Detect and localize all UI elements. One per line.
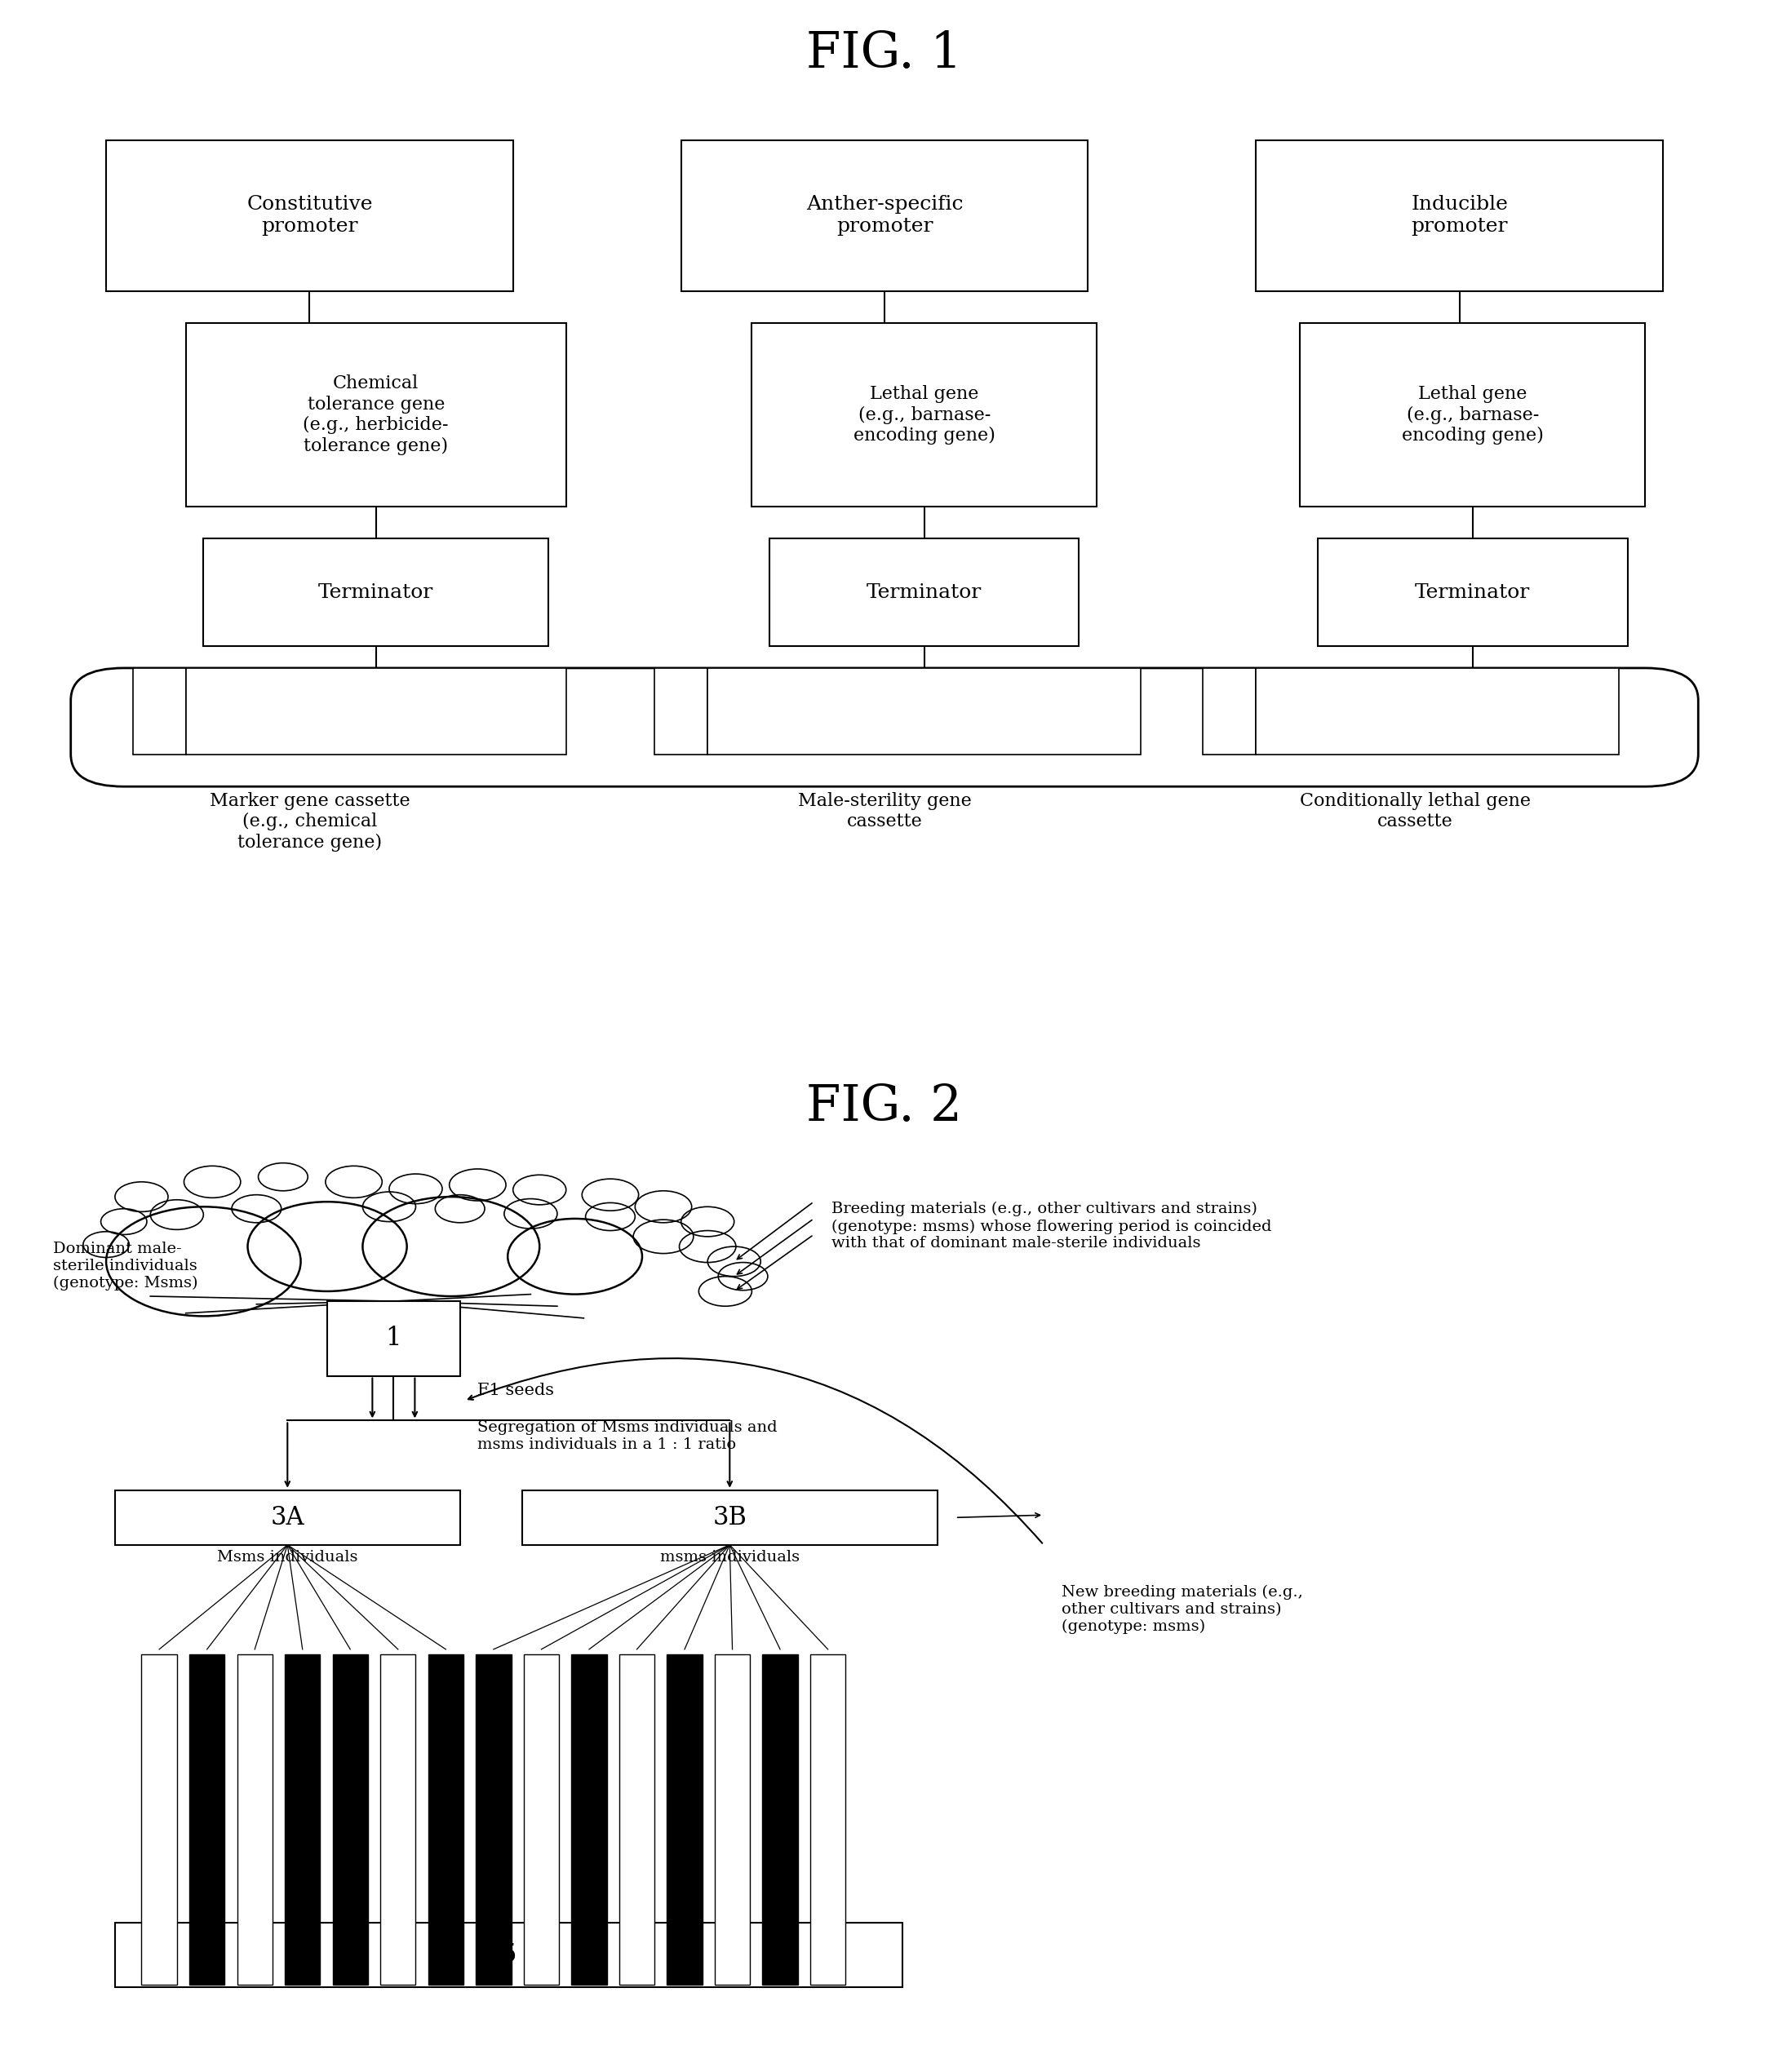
FancyBboxPatch shape	[524, 1653, 559, 1985]
Text: Marker gene cassette
(e.g., chemical
tolerance gene): Marker gene cassette (e.g., chemical tol…	[209, 792, 410, 852]
FancyBboxPatch shape	[186, 323, 566, 506]
FancyBboxPatch shape	[133, 667, 186, 754]
Text: Chemical
tolerance gene
(e.g., herbicide-
tolerance gene): Chemical tolerance gene (e.g., herbicide…	[302, 375, 449, 456]
Text: Terminator: Terminator	[1415, 582, 1530, 603]
FancyBboxPatch shape	[681, 141, 1088, 290]
Text: Msms individuals: Msms individuals	[218, 1550, 357, 1564]
Text: Lethal gene
(e.g., barnase-
encoding gene): Lethal gene (e.g., barnase- encoding gen…	[1401, 385, 1544, 445]
FancyBboxPatch shape	[1256, 141, 1663, 290]
Text: Lethal gene
(e.g., barnase-
encoding gene): Lethal gene (e.g., barnase- encoding gen…	[853, 385, 996, 445]
FancyBboxPatch shape	[106, 141, 513, 290]
FancyBboxPatch shape	[380, 1653, 416, 1985]
FancyBboxPatch shape	[71, 667, 1698, 787]
FancyBboxPatch shape	[667, 1653, 702, 1985]
Text: F1 seeds: F1 seeds	[478, 1382, 554, 1399]
FancyBboxPatch shape	[142, 1653, 177, 1985]
Text: FIG. 1: FIG. 1	[807, 29, 962, 79]
Text: Segregation of Msms individuals and
msms individuals in a 1 : 1 ratio: Segregation of Msms individuals and msms…	[478, 1421, 778, 1452]
FancyBboxPatch shape	[115, 1490, 460, 1546]
FancyBboxPatch shape	[203, 539, 548, 646]
FancyBboxPatch shape	[1318, 539, 1627, 646]
Text: Inducible
promoter: Inducible promoter	[1412, 195, 1507, 236]
FancyBboxPatch shape	[476, 1653, 511, 1985]
FancyBboxPatch shape	[327, 1301, 460, 1376]
FancyBboxPatch shape	[619, 1653, 655, 1985]
Text: Anther-specific
promoter: Anther-specific promoter	[807, 195, 962, 236]
Text: 3A: 3A	[271, 1504, 304, 1531]
Text: msms individuals: msms individuals	[660, 1550, 800, 1564]
FancyBboxPatch shape	[655, 667, 708, 754]
FancyBboxPatch shape	[522, 1490, 938, 1546]
Text: Terminator: Terminator	[867, 582, 982, 603]
Text: 1: 1	[386, 1326, 402, 1351]
Text: FIG. 2: FIG. 2	[807, 1084, 962, 1131]
FancyBboxPatch shape	[333, 1653, 368, 1985]
Text: Conditionally lethal gene
cassette: Conditionally lethal gene cassette	[1300, 792, 1530, 831]
FancyBboxPatch shape	[237, 1653, 272, 1985]
FancyBboxPatch shape	[1203, 667, 1256, 754]
Text: 5: 5	[501, 1941, 517, 1968]
FancyBboxPatch shape	[189, 1653, 225, 1985]
FancyBboxPatch shape	[810, 1653, 846, 1985]
FancyBboxPatch shape	[428, 1653, 463, 1985]
FancyBboxPatch shape	[571, 1653, 607, 1985]
FancyBboxPatch shape	[115, 1923, 902, 1987]
FancyBboxPatch shape	[770, 539, 1079, 646]
Text: Male-sterility gene
cassette: Male-sterility gene cassette	[798, 792, 971, 831]
Text: 3B: 3B	[713, 1504, 747, 1531]
FancyBboxPatch shape	[752, 323, 1097, 506]
Text: New breeding materials (e.g.,
other cultivars and strains)
(genotype: msms): New breeding materials (e.g., other cult…	[1061, 1585, 1302, 1633]
FancyBboxPatch shape	[1300, 323, 1645, 506]
FancyBboxPatch shape	[1256, 667, 1619, 754]
Text: Dominant male-
sterile individuals
(genotype: Msms): Dominant male- sterile individuals (geno…	[53, 1241, 198, 1291]
FancyBboxPatch shape	[708, 667, 1141, 754]
FancyBboxPatch shape	[186, 667, 566, 754]
Text: Terminator: Terminator	[318, 582, 433, 603]
Text: Constitutive
promoter: Constitutive promoter	[246, 195, 373, 236]
Text: Breeding materials (e.g., other cultivars and strains)
(genotype: msms) whose fl: Breeding materials (e.g., other cultivar…	[831, 1202, 1272, 1251]
FancyBboxPatch shape	[285, 1653, 320, 1985]
FancyBboxPatch shape	[762, 1653, 798, 1985]
FancyBboxPatch shape	[715, 1653, 750, 1985]
